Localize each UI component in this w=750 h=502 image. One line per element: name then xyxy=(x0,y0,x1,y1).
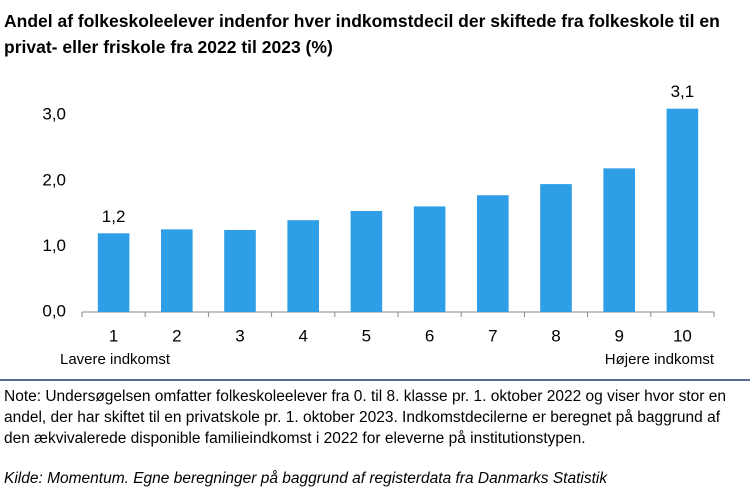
x-tick-label: 6 xyxy=(425,326,434,345)
y-tick-label: 0,0 xyxy=(42,301,66,320)
chart-title: Andel af folkeskoleelever indenfor hver … xyxy=(4,11,720,57)
bar xyxy=(477,195,509,312)
x-tick-label: 3 xyxy=(235,326,244,345)
bar xyxy=(224,230,256,312)
x-tick-label: 4 xyxy=(298,326,307,345)
annotation: Højere indkomst xyxy=(605,351,715,368)
x-tick-label: 1 xyxy=(109,326,118,345)
bar xyxy=(350,210,383,312)
note: Note: Undersøgelsen omfatter folkeskolee… xyxy=(4,388,726,447)
bar xyxy=(97,233,130,312)
source: Kilde: Momentum. Egne beregninger på bag… xyxy=(4,470,608,487)
value-label: 3,1 xyxy=(671,82,695,101)
x-tick-label: 7 xyxy=(488,326,497,345)
x-tick-label: 10 xyxy=(673,326,692,345)
y-tick-label: 3,0 xyxy=(42,105,66,124)
bar xyxy=(161,229,193,312)
y-tick-label: 1,0 xyxy=(42,236,66,255)
y-tick-label: 2,0 xyxy=(42,170,66,189)
bar xyxy=(603,168,635,312)
annotation: Lavere indkomst xyxy=(60,351,171,368)
value-label: 1,2 xyxy=(102,207,126,226)
x-tick-label: 9 xyxy=(614,326,623,345)
bar xyxy=(413,206,446,312)
bar xyxy=(540,184,572,312)
x-tick-label: 2 xyxy=(172,326,181,345)
x-tick-label: 5 xyxy=(362,326,371,345)
x-tick-label: 8 xyxy=(551,326,560,345)
bar xyxy=(666,108,699,312)
bar xyxy=(287,220,319,312)
